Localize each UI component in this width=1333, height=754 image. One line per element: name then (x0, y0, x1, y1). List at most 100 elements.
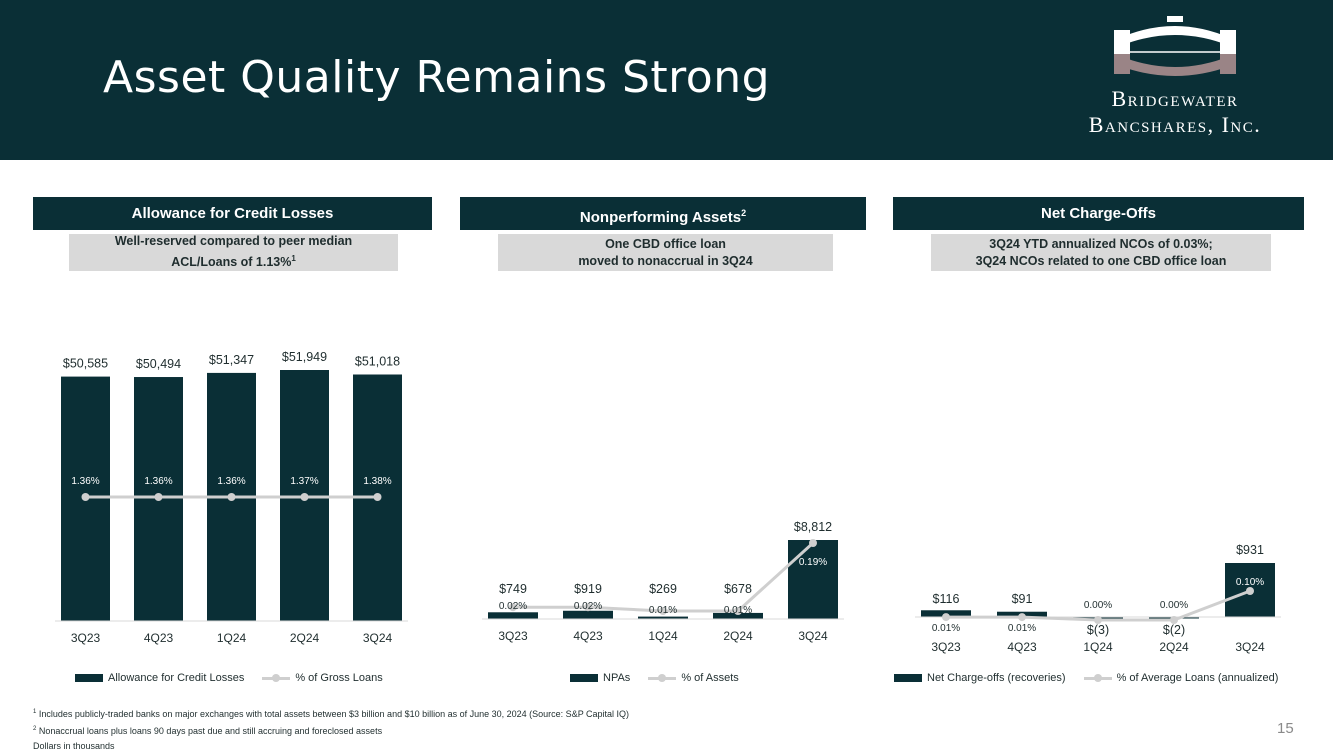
x-tick-2q24: 2Q24 (1159, 640, 1189, 654)
acl-legend-bar-label: Allowance for Credit Losses (108, 672, 245, 684)
pct-point-2q24 (1170, 616, 1178, 624)
bar-value-label-3q24: $51,018 (355, 354, 400, 368)
panel-header-npa-text: Nonperforming Assets (579, 209, 742, 226)
x-tick-1q24: 1Q24 (1083, 640, 1113, 654)
bar-1q24 (638, 616, 688, 619)
x-tick-3q23: 3Q23 (498, 629, 528, 643)
x-tick-4q23: 4Q23 (144, 631, 174, 645)
panel-header-nco: Net Charge-Offs (893, 197, 1304, 230)
panel-sub-acl-footnote: 1 (291, 254, 296, 264)
npa-chart: $749 0.02% 3Q23 $919 0.02% 4Q23 $269 0.01% 1Q24 $… (482, 520, 844, 643)
bar-value-label-3q23: $749 (499, 582, 527, 596)
bar-value-label-1q24: $269 (649, 582, 677, 596)
pct-point-3q24 (373, 493, 382, 501)
bar-value-label-2q24: $678 (724, 582, 752, 596)
nco-legend: Net Charge-offs (recoveries) % of Averag… (894, 671, 1278, 685)
pct-point-1q24 (227, 493, 236, 501)
x-tick-2q24: 2Q24 (723, 629, 753, 643)
bar-value-label-3q23: $116 (933, 592, 960, 606)
pct-point-1q24 (659, 607, 667, 615)
x-tick-3q23: 3Q23 (71, 631, 101, 645)
x-tick-3q24: 3Q24 (798, 629, 828, 643)
npa-legend-bar-label: NPAs (603, 672, 631, 684)
pct-value-label-1q24: 1.36% (217, 476, 245, 487)
legend-line-swatch (262, 671, 291, 685)
panel-sub-npa-line1: One CBD office loan (605, 236, 726, 251)
bar-3q23 (488, 612, 538, 619)
x-tick-3q24: 3Q24 (363, 631, 393, 645)
panel-sub-acl-line1: Well-reserved compared to peer median (114, 234, 353, 249)
panel-sub-acl: Well-reserved compared to peer median AC… (69, 234, 398, 271)
pct-point-4q23 (154, 493, 163, 501)
pct-point-3q23 (942, 613, 950, 622)
x-tick-1q24: 1Q24 (648, 629, 678, 643)
footnote-2-mark: 2 (33, 726, 37, 732)
panel-header-npa: Nonperforming Assets2 (460, 197, 866, 230)
pct-value-label-4q23: 0.02% (574, 601, 602, 612)
pct-value-label-1q24: 0.00% (1084, 600, 1112, 611)
pct-point-2q24 (300, 493, 309, 501)
legend-bar-swatch (570, 674, 598, 682)
bar-value-label-1q24: $51,347 (209, 353, 254, 367)
bar-value-label-2q24: $51,949 (282, 350, 327, 364)
pct-value-label-2q24: 0.00% (1160, 600, 1188, 611)
company-logo: Bridgewater Bancshares, Inc. (1060, 14, 1290, 144)
pct-point-3q24 (1246, 587, 1254, 595)
pct-value-label-3q23: 1.36% (71, 476, 99, 487)
acl-legend-line-label: % of Gross Loans (295, 672, 383, 684)
bar-value-label-3q24: $931 (1236, 543, 1264, 557)
acl-legend-line: % of Gross Loans (262, 671, 383, 685)
pct-value-label-4q23: 0.01% (1008, 623, 1036, 634)
footnote-2-text: Nonaccrual loans plus loans 90 days past… (38, 726, 383, 736)
acl-legend: Allowance for Credit Losses % of Gross L… (75, 671, 401, 685)
panel-sub-npa: One CBD office loan moved to nonaccrual … (498, 234, 833, 271)
pct-point-4q23 (1018, 613, 1026, 622)
pct-value-label-3q24: 0.10% (1236, 577, 1264, 588)
nco-legend-bar-label: Net Charge-offs (recoveries) (927, 672, 1066, 684)
bar-value-label-1q24: $(3) (1087, 623, 1109, 637)
x-tick-1q24: 1Q24 (217, 631, 247, 645)
pct-point-3q24 (809, 539, 817, 547)
nco-legend-line: % of Average Loans (annualized) (1083, 671, 1278, 685)
panel-header-acl: Allowance for Credit Losses (33, 197, 432, 230)
pct-series-line (513, 541, 815, 613)
pct-value-label-1q24: 0.01% (649, 605, 677, 616)
pct-point-3q23 (509, 603, 517, 612)
pct-value-label-3q23: 0.01% (932, 623, 960, 634)
pct-value-label-3q23: 0.02% (499, 601, 527, 612)
footnote-1-mark: 1 (33, 709, 37, 715)
pct-value-label-4q23: 1.36% (144, 476, 172, 487)
bar-value-label-4q23: $50,494 (136, 357, 181, 371)
logo-text-line2: Bancshares, Inc. (1088, 112, 1262, 137)
bar-3q24 (788, 540, 838, 619)
bar-value-label-2q24: $(2) (1163, 623, 1185, 637)
pct-point-2q24 (734, 607, 742, 615)
panel-sub-nco-line2: 3Q24 NCOs related to one CBD office loan (975, 253, 1227, 268)
x-tick-4q23: 4Q23 (573, 629, 603, 643)
npa-legend: NPAs % of Assets (570, 671, 757, 685)
panel-sub-npa-line2: moved to nonaccrual in 3Q24 (578, 253, 753, 268)
acl-legend-bar: Allowance for Credit Losses (75, 672, 244, 684)
pct-point-1q24 (1094, 616, 1102, 624)
nco-legend-bar: Net Charge-offs (recoveries) (894, 672, 1066, 684)
npa-legend-line-label: % of Assets (681, 672, 739, 684)
x-tick-3q24: 3Q24 (1235, 640, 1265, 654)
acl-chart: $50,585 1.36% 3Q23 $50,494 1.36% 4Q23 $51,347 1… (55, 350, 408, 645)
footnote-1-text: Includes publicly-traded banks on major … (38, 709, 630, 719)
panel-sub-nco-line1: 3Q24 YTD annualized NCOs of 0.03%; (989, 236, 1213, 251)
footnote-1: 1 Includes publicly-traded banks on majo… (33, 705, 629, 722)
page-number: 15 (1277, 720, 1294, 737)
logo-text-line1: Bridgewater (1111, 86, 1239, 111)
pct-value-label-3q24: 1.38% (363, 476, 391, 487)
footnotes: 1 Includes publicly-traded banks on majo… (33, 705, 629, 754)
page-title: Asset Quality Remains Strong (103, 52, 771, 103)
pct-point-4q23 (584, 603, 592, 612)
legend-bar-swatch (75, 674, 103, 682)
panel-header-npa-footnote: 2 (741, 208, 747, 218)
npa-legend-bar: NPAs (570, 672, 630, 684)
bar-4q23 (563, 610, 613, 619)
nco-chart: $116 0.01% 3Q23 $91 0.01% 4Q23 $(3) 0.00% 1Q24 $(… (915, 543, 1281, 654)
pct-value-label-3q24: 0.19% (799, 557, 827, 568)
pct-point-3q23 (81, 493, 90, 501)
legend-line-swatch (648, 671, 677, 685)
